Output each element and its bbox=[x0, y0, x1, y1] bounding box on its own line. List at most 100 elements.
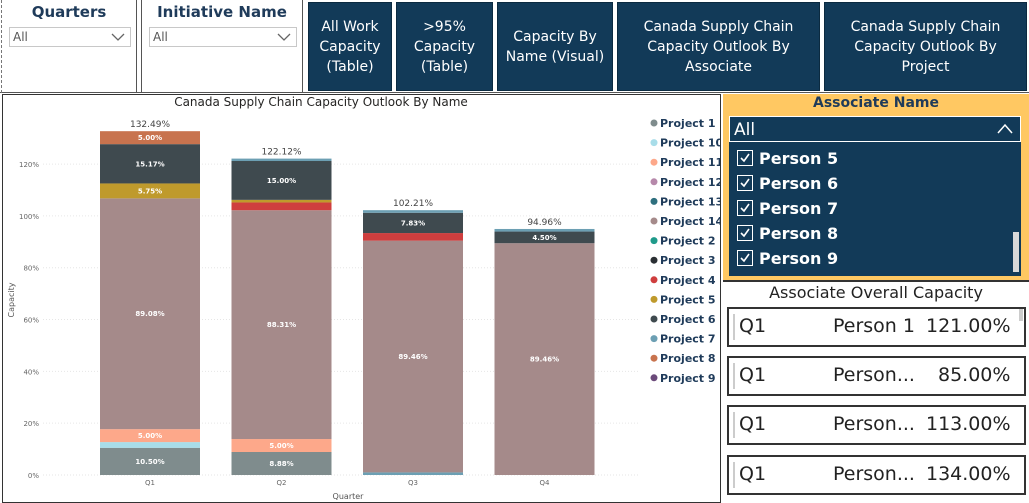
bar-segment[interactable] bbox=[231, 161, 332, 200]
legend-label[interactable]: Project 14 bbox=[660, 215, 720, 228]
data-label: 7.83% bbox=[401, 219, 425, 227]
legend-label[interactable]: Project 3 bbox=[660, 254, 716, 267]
associate-item-person-8[interactable]: Person 8 bbox=[737, 222, 838, 244]
bar-segment[interactable] bbox=[363, 240, 463, 473]
bar-segment[interactable] bbox=[231, 210, 332, 440]
legend-label[interactable]: Project 10 bbox=[660, 137, 720, 150]
y-tick-label: 60% bbox=[23, 317, 39, 325]
capacity-by-name-chart: Canada Supply Chain Capacity Outlook By … bbox=[2, 94, 721, 503]
bar-segment[interactable] bbox=[231, 439, 332, 452]
checkbox-checked-icon[interactable] bbox=[737, 200, 753, 216]
overall-card[interactable]: Q1 Person 1 121.00% bbox=[727, 307, 1026, 347]
bar-segment[interactable] bbox=[100, 429, 200, 443]
legend-marker bbox=[650, 256, 658, 264]
legend-marker bbox=[650, 178, 658, 186]
legend-label[interactable]: Project 1 bbox=[660, 117, 716, 130]
legend-label[interactable]: Project 4 bbox=[660, 274, 716, 287]
legend-marker bbox=[650, 217, 658, 225]
bar-segment[interactable] bbox=[100, 131, 200, 145]
data-label: 5.00% bbox=[269, 442, 293, 450]
bar-segment[interactable] bbox=[494, 231, 595, 244]
associate-name-slicer: Associate Name All Person 5 Person 6 Per… bbox=[723, 94, 1029, 280]
data-label: 89.46% bbox=[530, 356, 559, 364]
bar-segment[interactable] bbox=[363, 212, 463, 234]
bar-segment[interactable] bbox=[363, 472, 463, 475]
overall-card[interactable]: Q1 Person... 134.00% bbox=[727, 455, 1026, 495]
card-scrollbar[interactable] bbox=[1019, 309, 1023, 321]
quarters-dropdown[interactable]: All bbox=[9, 27, 131, 47]
total-label: 132.49% bbox=[130, 120, 170, 130]
outlook-by-associate-button[interactable]: Canada Supply Chain Capacity Outlook By … bbox=[617, 2, 820, 91]
bar-segment[interactable] bbox=[100, 442, 200, 448]
legend-label[interactable]: Project 6 bbox=[660, 313, 716, 326]
legend-label[interactable]: Project 12 bbox=[660, 176, 720, 189]
bar-segment[interactable] bbox=[363, 210, 463, 213]
data-label: 10.50% bbox=[135, 458, 164, 466]
legend-marker bbox=[650, 295, 658, 303]
data-label: 89.46% bbox=[398, 353, 427, 361]
capacity-by-name-button[interactable]: Capacity By Name (Visual) bbox=[497, 2, 613, 91]
bar-segment[interactable] bbox=[100, 447, 200, 475]
data-label: 8.88% bbox=[269, 460, 293, 468]
quarters-slicer: Quarters All bbox=[2, 0, 137, 93]
associate-item-person-9[interactable]: Person 9 bbox=[737, 247, 838, 269]
associate-slicer-title: Associate Name bbox=[813, 95, 939, 111]
legend-label[interactable]: Project 8 bbox=[660, 352, 716, 365]
legend-label[interactable]: Project 9 bbox=[660, 372, 716, 385]
chart-title: Canada Supply Chain Capacity Outlook By … bbox=[174, 95, 468, 109]
associate-dropdown-header[interactable]: All bbox=[729, 116, 1021, 142]
x-tick-label: Q3 bbox=[408, 479, 418, 487]
checkbox-checked-icon[interactable] bbox=[737, 250, 753, 266]
associate-item-person-7[interactable]: Person 7 bbox=[737, 197, 838, 219]
legend-marker bbox=[650, 139, 658, 147]
data-label: 5.00% bbox=[138, 432, 162, 440]
bar-segment[interactable] bbox=[100, 198, 200, 430]
chevron-down-icon bbox=[277, 33, 291, 41]
legend-label[interactable]: Project 7 bbox=[660, 333, 716, 346]
card-accent bbox=[733, 412, 735, 438]
bar-segment[interactable] bbox=[231, 451, 332, 475]
legend-marker bbox=[650, 237, 658, 245]
y-tick-label: 80% bbox=[23, 265, 39, 273]
associate-all-label: All bbox=[734, 120, 756, 140]
header-divider bbox=[0, 92, 1029, 93]
card-quarter: Q1 bbox=[739, 364, 767, 386]
associate-item-label: Person 9 bbox=[759, 248, 839, 268]
x-tick-label: Q4 bbox=[540, 479, 551, 487]
overall-card[interactable]: Q1 Person... 113.00% bbox=[727, 405, 1026, 445]
legend-label[interactable]: Project 5 bbox=[660, 293, 716, 306]
y-tick-label: 100% bbox=[19, 213, 39, 221]
x-tick-label: Q1 bbox=[145, 479, 155, 487]
scrollbar-thumb[interactable] bbox=[1013, 232, 1019, 272]
bar-segment[interactable] bbox=[231, 199, 332, 203]
checkbox-checked-icon[interactable] bbox=[737, 150, 753, 166]
checkbox-checked-icon[interactable] bbox=[737, 225, 753, 241]
card-value: 134.00% bbox=[926, 463, 1011, 485]
data-label: 5.00% bbox=[138, 134, 162, 142]
overall-card[interactable]: Q1 Person... 85.00% bbox=[727, 356, 1026, 396]
initiative-dropdown[interactable]: All bbox=[149, 27, 297, 47]
legend-label[interactable]: Project 11 bbox=[660, 156, 720, 169]
checkbox-checked-icon[interactable] bbox=[737, 175, 753, 191]
associate-list-scrollbar[interactable] bbox=[1011, 142, 1021, 276]
bar-segment[interactable] bbox=[231, 158, 332, 162]
bar-segment[interactable] bbox=[363, 233, 463, 241]
legend-label[interactable]: Project 13 bbox=[660, 195, 720, 208]
card-person: Person... bbox=[833, 413, 915, 435]
associate-list: Person 5 Person 6 Person 7 Person 8 Pers… bbox=[729, 142, 1021, 276]
associate-item-person-6[interactable]: Person 6 bbox=[737, 172, 838, 194]
outlook-by-project-button[interactable]: Canada Supply Chain Capacity Outlook By … bbox=[824, 2, 1027, 91]
bar-segment[interactable] bbox=[494, 243, 595, 475]
all-work-capacity-button[interactable]: All Work Capacity (Table) bbox=[308, 2, 392, 91]
bar-segment[interactable] bbox=[231, 202, 332, 211]
initiative-slicer-title: Initiative Name bbox=[157, 3, 287, 21]
total-label: 122.12% bbox=[261, 148, 301, 158]
bar-segment[interactable] bbox=[100, 183, 200, 199]
legend-marker bbox=[650, 354, 658, 362]
associate-item-person-5[interactable]: Person 5 bbox=[737, 147, 838, 169]
legend-marker bbox=[650, 197, 658, 205]
over-95-capacity-button[interactable]: >95% Capacity (Table) bbox=[396, 2, 493, 91]
legend-label[interactable]: Project 2 bbox=[660, 235, 716, 248]
bar-segment[interactable] bbox=[100, 144, 200, 184]
bar-segment[interactable] bbox=[494, 228, 595, 232]
